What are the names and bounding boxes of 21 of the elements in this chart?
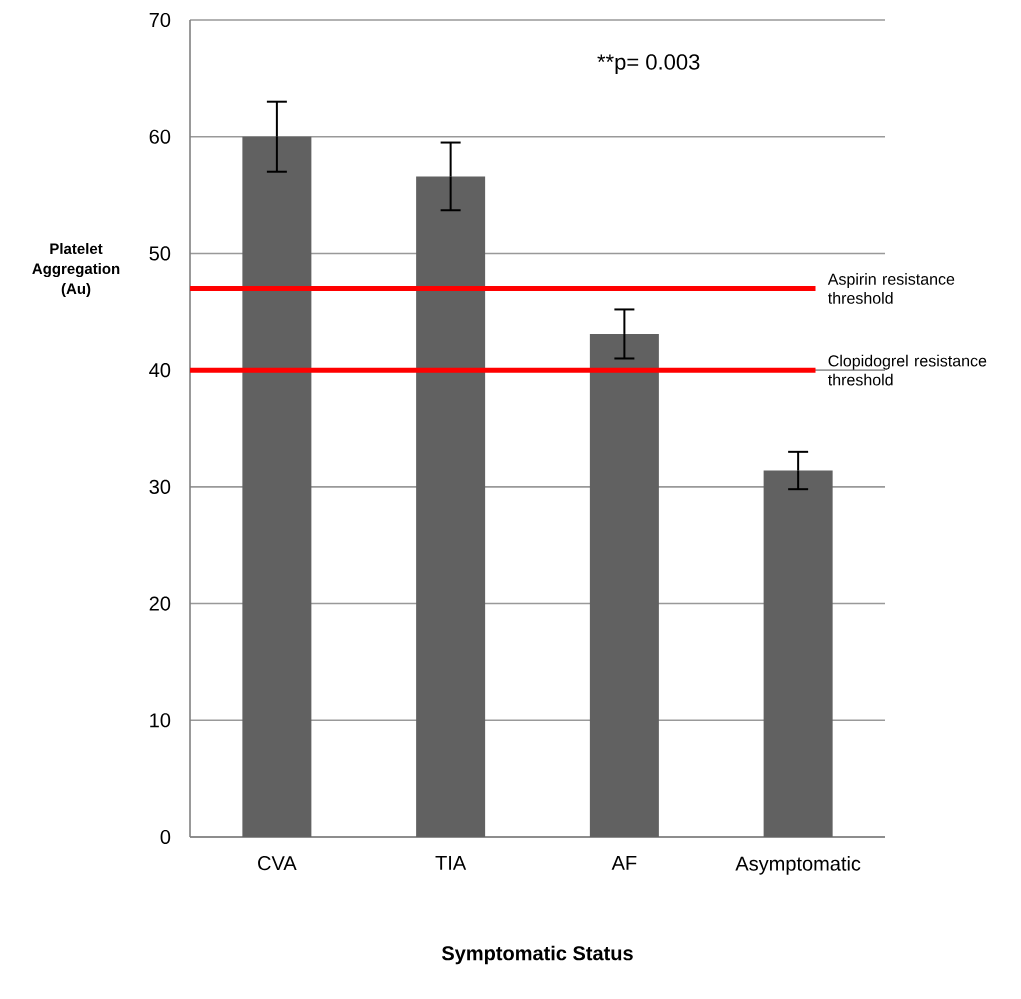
y-tick-label: 50: [149, 246, 171, 261]
y-tick-label: 10: [150, 713, 171, 728]
ref-line-label: Clopidogrel resistance threshold: [828, 354, 987, 386]
x-tick-label: Asymptomatic: [735, 856, 861, 875]
bar: [763, 470, 833, 837]
x-tick-label: TIA: [435, 856, 467, 870]
y-axis-title: Platelet Aggregation (Au): [32, 243, 120, 297]
bar: [589, 333, 659, 837]
x-tick-label: CVA: [258, 856, 297, 871]
x-tick-label: AF: [611, 856, 637, 870]
y-tick-label: 40: [149, 363, 171, 378]
y-tick-label: 20: [149, 596, 171, 611]
y-tick-label: 60: [149, 129, 171, 144]
x-axis-title: Symptomatic Status: [441, 945, 633, 965]
y-tick-label: 30: [149, 479, 171, 494]
y-tick-label: 70: [149, 12, 171, 28]
ref-line-label: Aspirin resistance threshold: [827, 273, 955, 304]
y-tick-label: 0: [160, 829, 171, 845]
bar: [416, 176, 486, 837]
bar: [242, 136, 312, 837]
annotation: **p= 0.003: [597, 54, 700, 75]
